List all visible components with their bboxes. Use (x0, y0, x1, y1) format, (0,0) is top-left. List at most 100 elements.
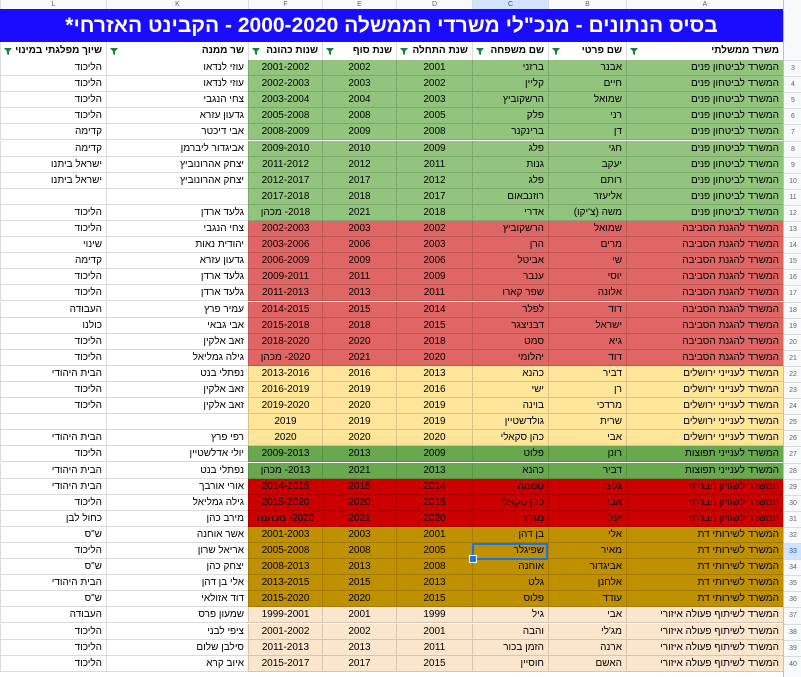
table-cell[interactable]: הליכוד (0, 623, 106, 640)
table-cell[interactable] (106, 188, 248, 205)
table-cell[interactable]: יולי אדלשטיין (106, 446, 248, 463)
table-cell[interactable]: צחי הנגבי (106, 221, 248, 238)
table-cell[interactable]: יהודית נאות (106, 237, 248, 254)
table-cell[interactable]: 2009 (396, 269, 472, 286)
table-cell[interactable]: 2008-2009 (248, 124, 322, 141)
table-cell[interactable]: אלחנן (548, 575, 626, 592)
table-cell[interactable]: 2009 (322, 124, 396, 141)
table-cell[interactable]: 2020 (248, 430, 322, 447)
table-cell[interactable]: הליכוד (0, 543, 106, 560)
table-cell[interactable]: 2009-2011 (248, 269, 322, 286)
row-number[interactable]: 35 (784, 575, 801, 591)
table-cell[interactable]: 2017-2018 (248, 188, 322, 205)
table-cell[interactable]: 2002 (396, 76, 472, 93)
row-number[interactable]: 31 (784, 510, 801, 527)
table-cell[interactable]: 2011 (396, 639, 472, 656)
table-cell[interactable]: 2020 (396, 430, 472, 447)
table-cell[interactable]: המשרד להגנת הסביבה (626, 317, 783, 334)
table-cell[interactable]: המשרד להגנת הסביבה (626, 221, 783, 238)
table-cell[interactable]: 2003 (396, 237, 472, 254)
table-cell[interactable]: המשרד לשיתוף פעולה איזורי (626, 607, 783, 624)
table-cell[interactable]: 2019 (322, 382, 396, 399)
table-cell[interactable]: 2010 (322, 140, 396, 157)
header-cell[interactable]: שנת סוף (322, 42, 396, 60)
table-cell[interactable]: המשרד לענייני ירושלים (626, 398, 783, 415)
table-cell[interactable]: ארנה (548, 639, 626, 656)
table-cell[interactable]: משה (צ'יקו) (548, 204, 626, 221)
table-cell[interactable]: 2013 (396, 575, 472, 592)
table-cell[interactable] (106, 414, 248, 431)
filter-icon[interactable] (630, 47, 638, 55)
table-cell[interactable]: דביר (548, 462, 626, 479)
table-cell[interactable]: רוזנבאום (472, 188, 548, 205)
table-cell[interactable]: המשרד לשיתוף פעולה איזורי (626, 655, 783, 672)
table-cell[interactable]: הליכוד (0, 204, 106, 221)
table-cell[interactable]: איוב קרא (106, 655, 248, 672)
table-cell[interactable]: 2003-2004 (248, 92, 322, 109)
column-letter-a[interactable]: A (626, 0, 783, 9)
row-number[interactable]: 26 (784, 430, 801, 446)
table-cell[interactable]: 2014-2015 (248, 301, 322, 318)
column-letter-f[interactable]: F (248, 0, 322, 9)
table-cell[interactable]: 2012 (396, 172, 472, 189)
filter-icon[interactable] (326, 47, 334, 55)
table-cell[interactable]: 2019 (396, 414, 472, 431)
row-number[interactable]: 38 (784, 623, 801, 640)
table-cell[interactable]: גדעון עזרא (106, 108, 248, 125)
fill-handle[interactable] (469, 555, 477, 563)
table-cell[interactable]: ברינקנר (472, 124, 548, 141)
table-cell[interactable]: אלונה (548, 285, 626, 302)
table-cell[interactable]: קדימה (0, 124, 106, 141)
table-cell[interactable]: הליכוד (0, 398, 106, 415)
row-number[interactable]: 29 (784, 478, 801, 495)
table-cell[interactable]: 2001-2002 (248, 60, 322, 77)
table-cell[interactable]: חוסיין (472, 655, 548, 672)
table-cell[interactable]: ישי (472, 382, 548, 399)
table-cell[interactable]: 2009 (322, 253, 396, 270)
table-cell[interactable]: 2013- מכהן (248, 462, 322, 479)
row-number[interactable]: 18 (784, 301, 801, 318)
table-cell[interactable]: כולנו (0, 317, 106, 334)
table-cell[interactable]: יהלומי (472, 349, 548, 366)
table-cell[interactable]: 2002-2003 (248, 76, 322, 93)
table-cell[interactable]: 2020 (396, 349, 472, 366)
table-cell[interactable]: המשרד להגנת הסביבה (626, 301, 783, 318)
table-cell[interactable]: אבי (548, 494, 626, 511)
table-cell[interactable]: אביטל (472, 253, 548, 270)
table-cell[interactable]: שמעון פרס (106, 607, 248, 624)
table-cell[interactable]: המשרד לשירותי דת (626, 575, 783, 592)
table-cell[interactable]: רני (548, 108, 626, 125)
row-number[interactable]: 5 (784, 92, 801, 108)
row-number[interactable]: 8 (784, 140, 801, 157)
table-cell[interactable]: המשרד להגנת הסביבה (626, 269, 783, 286)
filter-icon[interactable] (476, 47, 484, 55)
table-cell[interactable]: 2006-2009 (248, 253, 322, 270)
table-cell[interactable]: 2015 (322, 301, 396, 318)
table-cell[interactable]: 2021 (322, 510, 396, 527)
table-cell[interactable]: מג'לי (548, 623, 626, 640)
table-cell[interactable]: רן (548, 382, 626, 399)
table-cell[interactable]: המשרד לשוויון חברתי (626, 478, 783, 495)
table-cell[interactable]: 2018- מכהן (248, 204, 322, 221)
table-cell[interactable]: אבנר (548, 60, 626, 77)
table-cell[interactable]: 2021 (322, 462, 396, 479)
table-cell[interactable]: המשרד לשוויון חברתי (626, 494, 783, 511)
row-number[interactable]: 15 (784, 253, 801, 269)
table-cell[interactable]: לפלר (472, 301, 548, 318)
table-cell[interactable]: 2006 (322, 237, 396, 254)
table-cell[interactable]: 2001-2003 (248, 526, 322, 543)
row-number[interactable]: 30 (784, 494, 801, 511)
table-cell[interactable]: אוחנה (472, 559, 548, 576)
table-cell[interactable]: גדעון עזרא (106, 253, 248, 270)
table-cell[interactable]: 2017 (322, 655, 396, 672)
table-cell[interactable]: 2020 (322, 430, 396, 447)
table-cell[interactable]: 2015 (396, 494, 472, 511)
table-cell[interactable]: המשרד לשיתוף פעולה איזורי (626, 623, 783, 640)
table-cell[interactable]: עוזי לנדאו (106, 60, 248, 77)
row-number[interactable]: 39 (784, 639, 801, 656)
table-cell[interactable]: 2012-2017 (248, 172, 322, 189)
table-cell[interactable]: המשרד לביטחון פנים (626, 124, 783, 141)
row-number[interactable]: 19 (784, 317, 801, 334)
row-number[interactable]: 7 (784, 124, 801, 140)
table-cell[interactable]: דוד (548, 301, 626, 318)
